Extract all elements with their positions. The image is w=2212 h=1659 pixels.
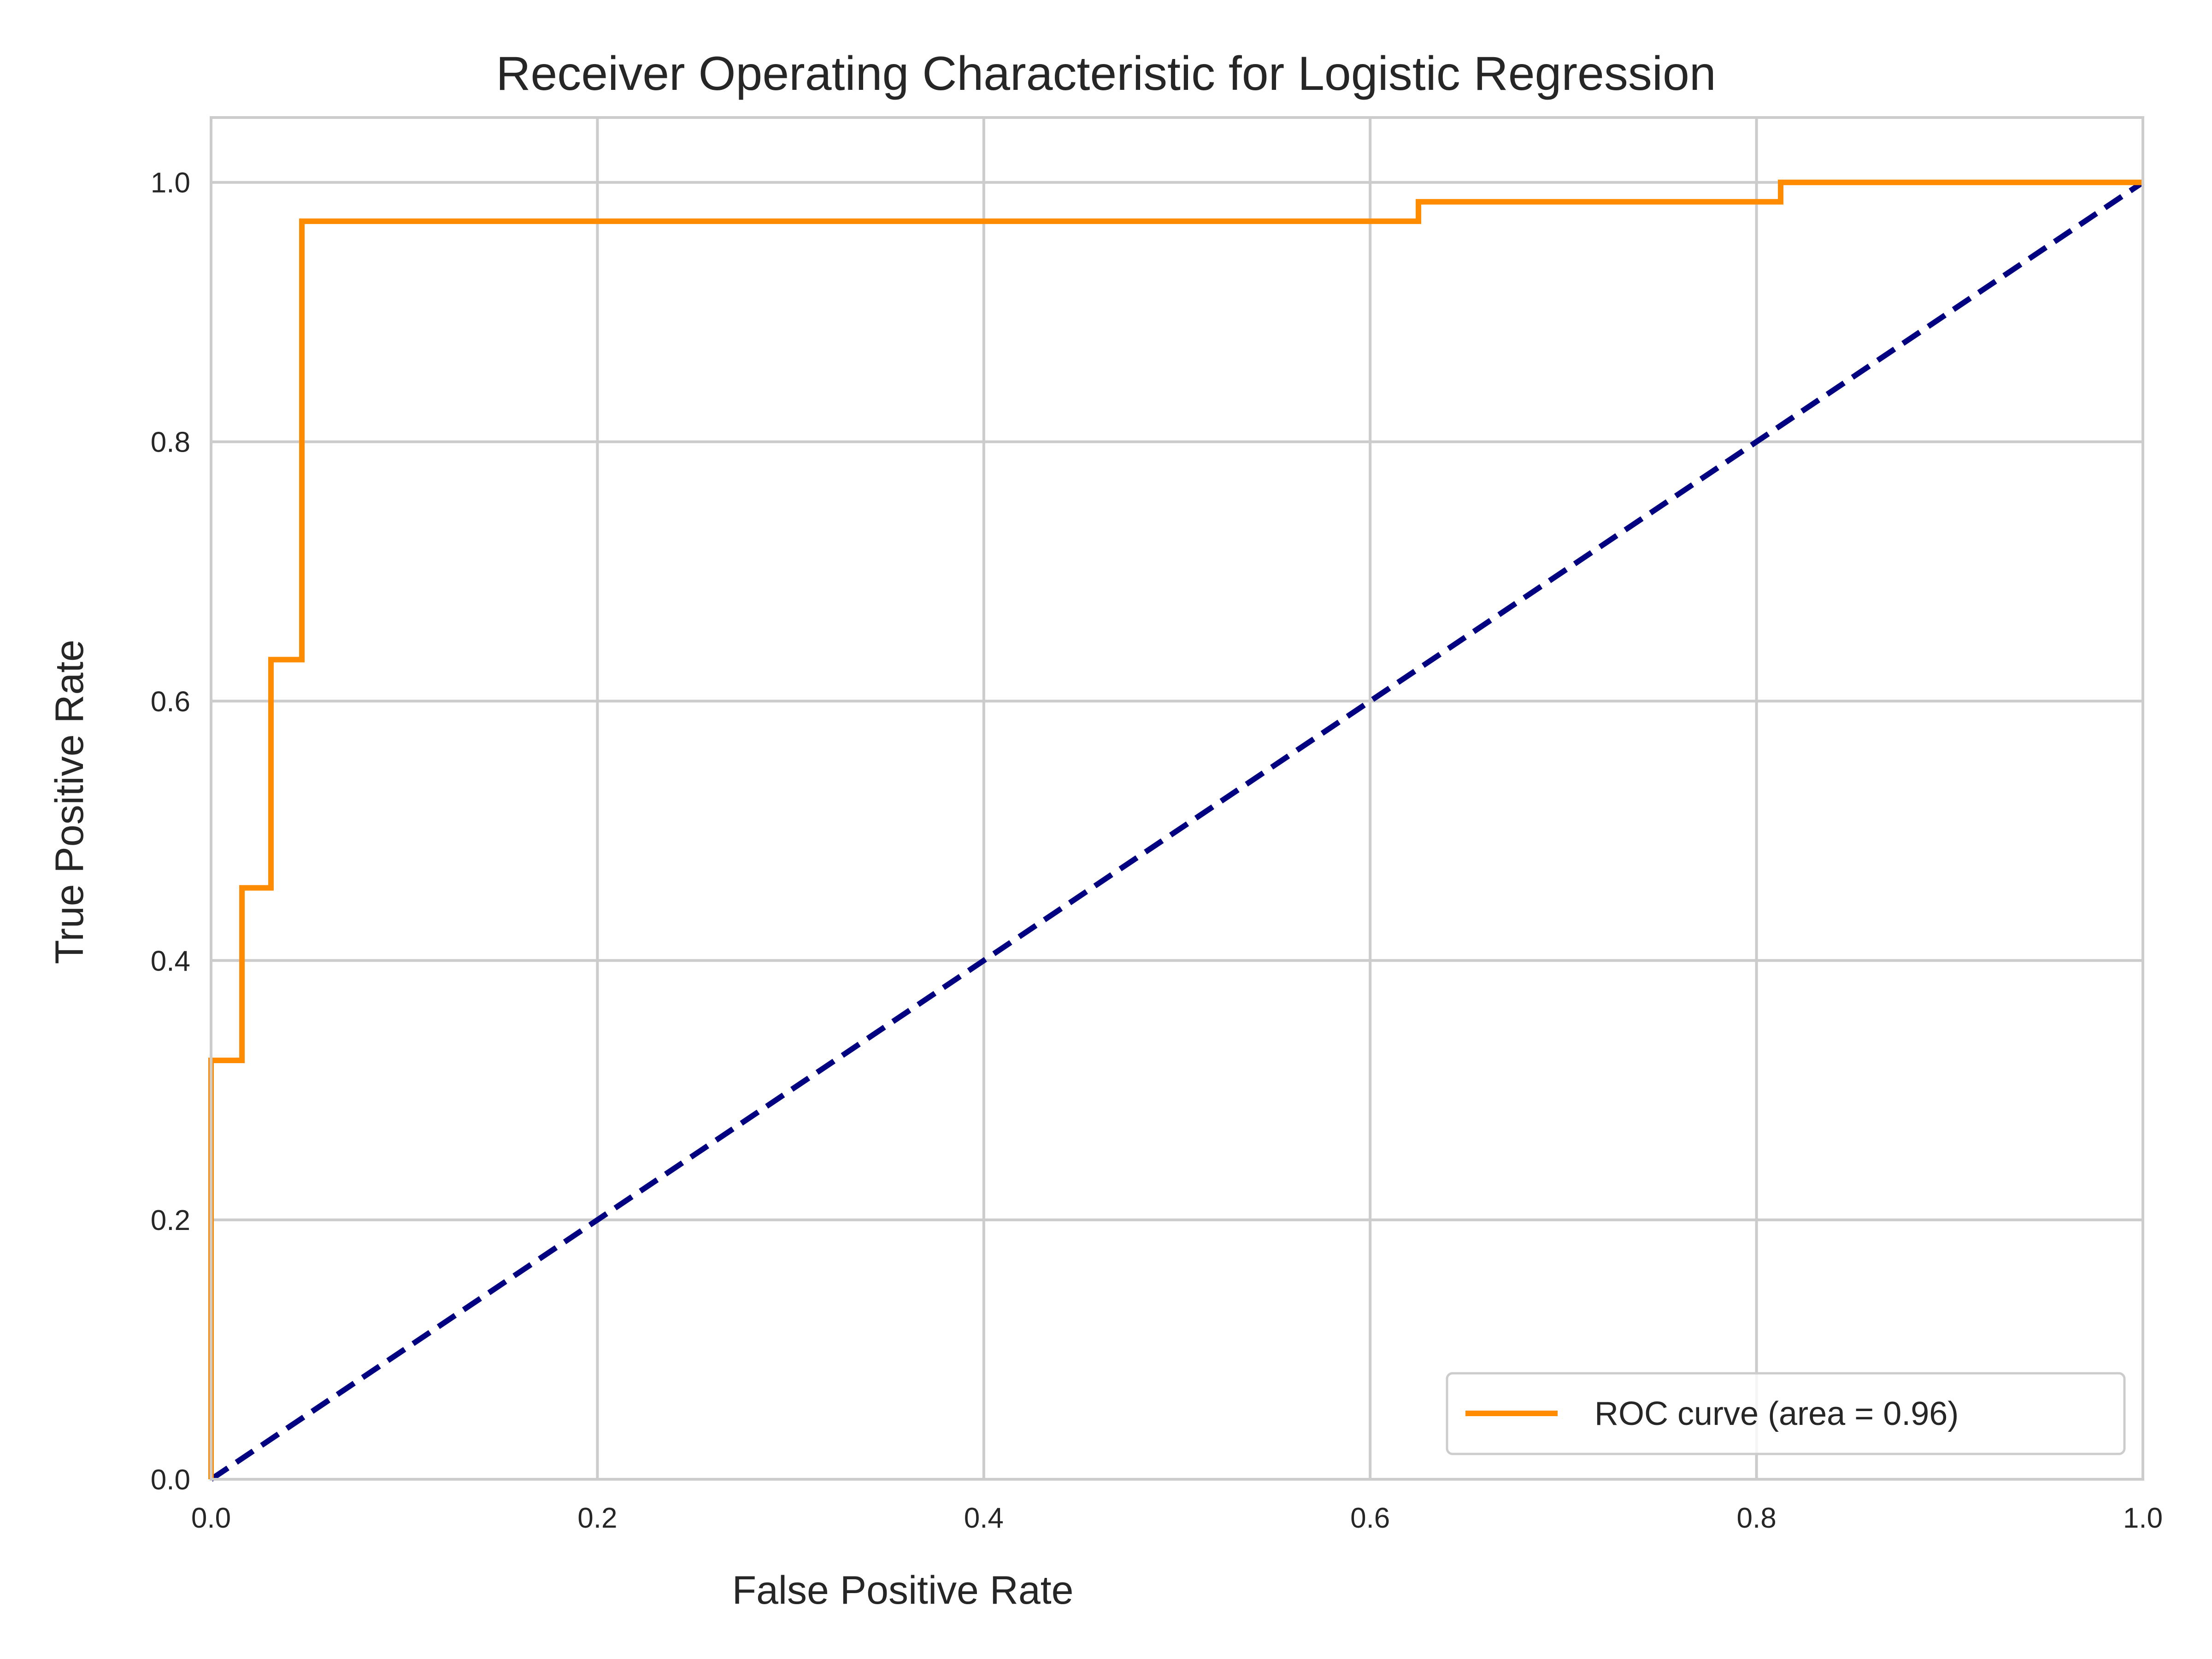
y-tick-label: 0.8 — [151, 427, 190, 459]
chance-diagonal-line — [209, 180, 2145, 1482]
tick-labels: 0.0 0.2 0.4 0.6 0.8 1.0 0.0 0.2 0.4 0.6 0.8 1.0 — [151, 167, 2163, 1534]
x-tick-label: 0.8 — [1736, 1502, 1776, 1534]
y-tick-label: 1.0 — [151, 167, 190, 199]
series-layer — [208, 179, 2145, 1482]
x-tick-label: 0.2 — [577, 1502, 617, 1534]
y-tick-label: 0.6 — [151, 686, 190, 718]
chart-title: Receiver Operating Characteristic for Lo… — [496, 47, 1716, 100]
plot-frame — [210, 116, 2144, 1481]
x-tick-label: 0.4 — [964, 1502, 1004, 1534]
legend: ROC curve (area = 0.96) — [1446, 1372, 2126, 1455]
x-tick-label: 0.0 — [191, 1502, 231, 1534]
y-tick-label: 0.0 — [151, 1464, 190, 1496]
legend-label-roc: ROC curve (area = 0.96) — [1594, 1395, 1959, 1432]
grid-layer — [210, 118, 2144, 1481]
y-tick-label: 0.2 — [151, 1205, 190, 1236]
x-tick-label: 1.0 — [2123, 1502, 2163, 1534]
roc-curve-line — [208, 179, 2143, 1479]
x-axis-label: False Positive Rate — [732, 1568, 1074, 1612]
x-tick-label: 0.6 — [1350, 1502, 1390, 1534]
y-tick-label: 0.4 — [151, 945, 190, 977]
legend-box — [1446, 1372, 2126, 1455]
y-axis-label: True Positive Rate — [47, 640, 92, 964]
